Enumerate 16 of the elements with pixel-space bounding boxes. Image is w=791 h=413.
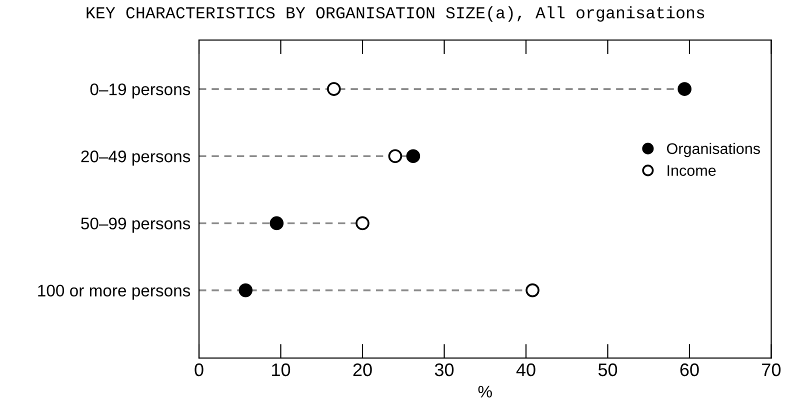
legend-label: Income (668, 165, 716, 176)
x-tick-label: 50 (598, 363, 618, 376)
x-tick-label: 10 (272, 363, 290, 376)
x-tick-label: 60 (680, 363, 699, 376)
y-tick-label: 20–49 persons (81, 150, 190, 166)
x-tick-label: 40 (516, 363, 536, 376)
x-tick-label: 70 (762, 363, 781, 376)
y-tick-label: 50–99 persons (81, 218, 190, 233)
chart-title: KEY CHARACTERISTICS BY ORGANISATION SIZE(a), All organisations (86, 6, 704, 22)
x-axis-title: % (478, 386, 492, 398)
x-tick-label: 20 (353, 363, 372, 376)
x-tick-label: 30 (434, 363, 454, 376)
legend-label: Organisations (666, 142, 760, 158)
y-tick-label: 0–19 persons (90, 83, 190, 99)
x-tick-label: 0 (194, 363, 204, 376)
y-tick-label: 100 or more persons (38, 284, 190, 300)
